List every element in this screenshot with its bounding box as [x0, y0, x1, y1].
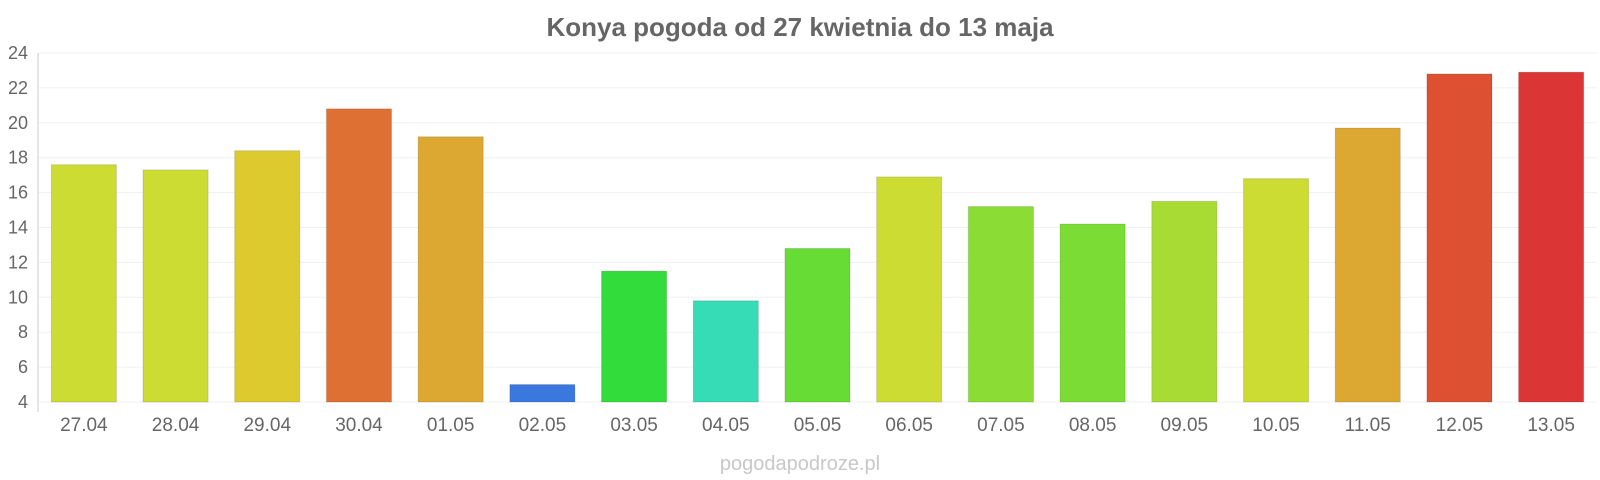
bar-05.05 [784, 247, 851, 403]
bars [50, 71, 1585, 403]
y-tick-label: 22 [8, 78, 28, 98]
bar-30.04 [325, 108, 393, 403]
x-tick-label: 29.04 [243, 415, 291, 436]
x-tick-label: 28.04 [152, 415, 200, 436]
y-tick-label: 10 [8, 287, 28, 307]
bar-01.05 [417, 136, 484, 403]
bar-07.05 [967, 206, 1034, 403]
y-tick-label: 14 [8, 218, 28, 238]
bar-03.05 [601, 270, 668, 403]
x-tick-label: 27.04 [60, 415, 108, 436]
footer-watermark: pogodapodroze.pl [720, 453, 880, 475]
y-tick-label: 18 [8, 148, 28, 168]
y-tick-label: 6 [18, 357, 28, 377]
bar-10.05 [1242, 178, 1310, 403]
bar-08.05 [1059, 223, 1126, 403]
x-tick-label: 05.05 [794, 415, 842, 436]
bar-27.04 [50, 164, 117, 403]
x-tick-label: 12.05 [1436, 415, 1484, 436]
bar-04.05 [692, 300, 759, 403]
y-tick-label: 16 [8, 183, 28, 203]
bar-28.04 [142, 169, 209, 403]
x-tick-label: 30.04 [335, 415, 383, 436]
chart-title: Konya pogoda od 27 kwietnia do 13 maja [546, 12, 1054, 42]
bar-06.05 [876, 176, 943, 403]
x-tick-label: 11.05 [1345, 415, 1391, 436]
x-tick-label: 06.05 [885, 415, 933, 436]
bar-12.05 [1426, 73, 1493, 403]
y-axis-ticks: 4 6 8 10 12 14 16 18 20 22 24 [8, 43, 28, 412]
y-tick-label: 20 [8, 113, 28, 133]
x-tick-label: 04.05 [702, 415, 750, 436]
y-tick-label: 8 [18, 322, 28, 342]
bar-29.04 [234, 150, 301, 403]
x-tick-label: 03.05 [610, 415, 658, 436]
bar-09.05 [1151, 200, 1218, 403]
y-tick-label: 4 [18, 392, 28, 412]
y-tick-label: 12 [8, 252, 28, 272]
x-tick-label: 13.05 [1527, 415, 1575, 436]
x-axis-ticks: 27.04 28.04 29.04 30.04 01.05 02.05 03.05 04.05… [60, 415, 1575, 436]
bar-13.05 [1518, 71, 1585, 403]
x-tick-label: 07.05 [977, 415, 1025, 436]
x-tick-label: 02.05 [519, 415, 567, 436]
x-tick-label: 10.05 [1252, 415, 1300, 436]
bar-11.05 [1334, 127, 1401, 403]
bar-02.05 [509, 384, 576, 403]
y-tick-label: 24 [8, 43, 28, 63]
x-tick-label: 08.05 [1069, 415, 1117, 436]
x-tick-label: 01.05 [427, 415, 475, 436]
x-tick-label: 09.05 [1161, 415, 1209, 436]
